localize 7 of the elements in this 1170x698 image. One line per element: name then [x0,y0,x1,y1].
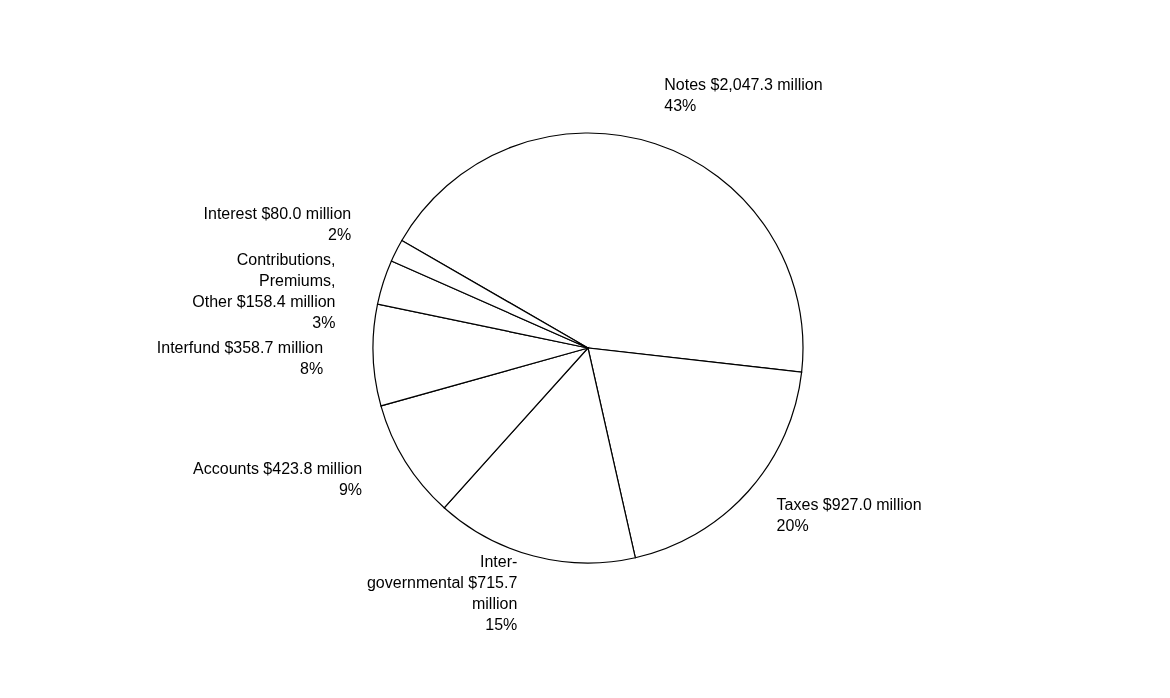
slice-label: Contributions, Premiums, Other $158.4 million 3% [192,250,336,331]
slice-label: Interest $80.0 million 2% [203,204,352,243]
slice-label: Inter- governmental $715.7 million 15% [366,553,518,634]
slice-label: Taxes $927.0 million 20% [776,496,922,535]
slice-label: Notes $2,047.3 million 43% [664,75,823,114]
slice-label: Interfund $358.7 million 8% [156,338,324,377]
slice-label: Accounts $423.8 million 9% [193,459,363,498]
